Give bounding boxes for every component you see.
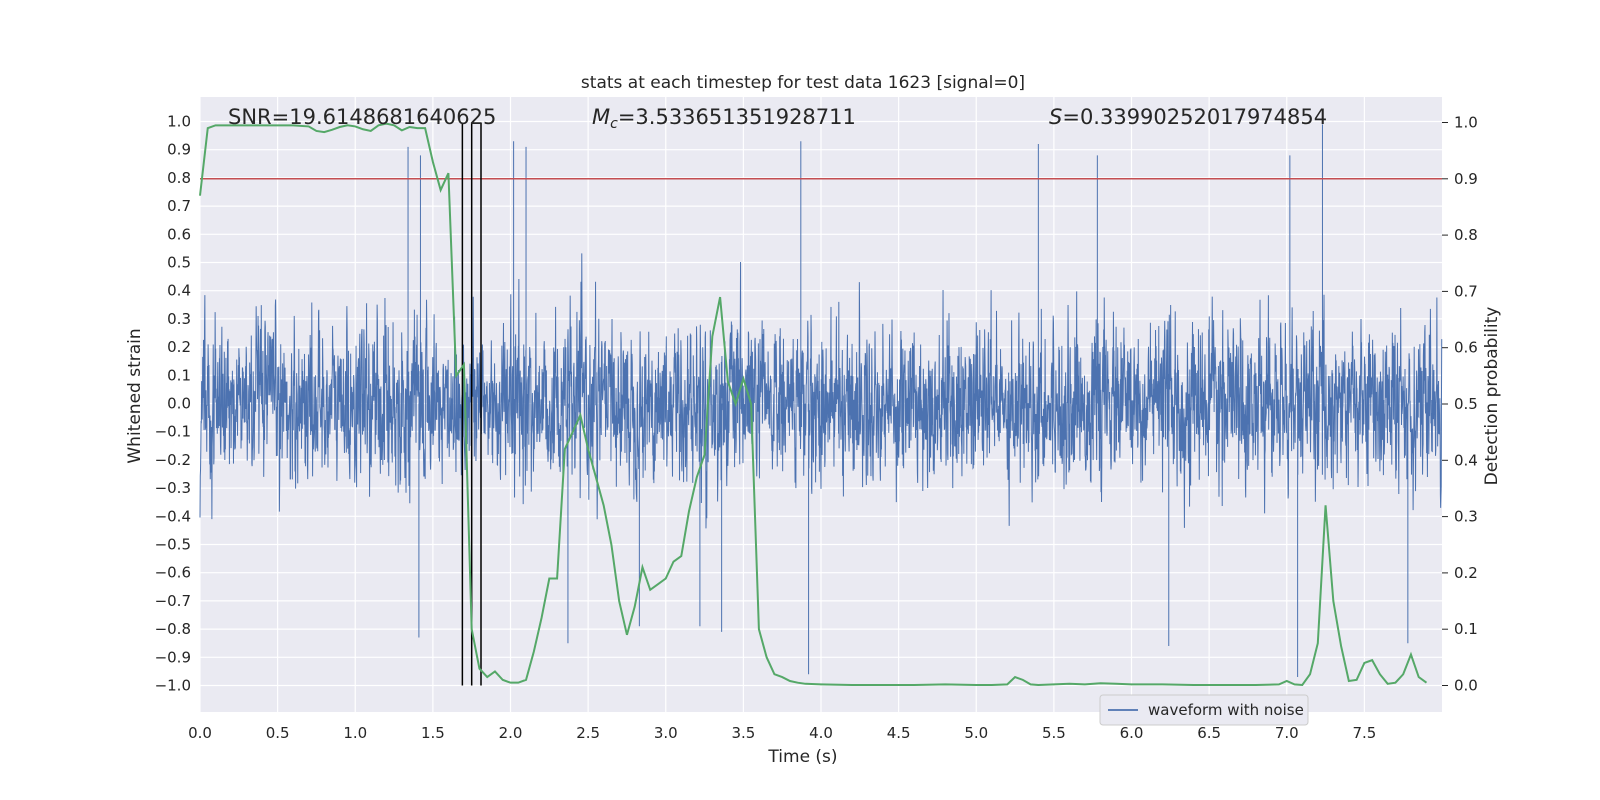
y-tick-label: 0.7 [167,197,191,215]
y2-tick-label: 0.4 [1454,451,1478,469]
detection-probability-line [199,122,1428,686]
x-tick-label: 2.5 [576,724,600,742]
x-tick-label: 4.0 [809,724,833,742]
waveform-trace [199,124,1443,678]
legend-entry: waveform with noise [1148,701,1304,719]
y2-tick-label: 0.8 [1454,226,1478,244]
legend: waveform with noise [1099,694,1309,726]
y-tick-label: 0.0 [167,395,191,413]
y-tick-label: 0.1 [167,366,191,384]
y-tick-label: 0.2 [167,338,191,356]
x-tick-label: 1.0 [343,724,367,742]
y-axis-ticks: 1.0 0.9 0.8 0.7 0.6 0.5 0.4 0.3 0.2 0.1 0.0 −0.1 −0.… [155,113,191,695]
x-tick-label: 6.5 [1197,724,1221,742]
x-tick-label: 5.5 [1042,724,1066,742]
event-markers [461,122,482,686]
y2-axis-label: Detection probability [1482,307,1502,486]
x-tick-label: 1.5 [421,724,445,742]
spin-annotation: S=0.33990252017974854 [1049,105,1327,129]
x-tick-label: 6.0 [1120,724,1144,742]
waveform-series [199,124,1443,678]
y2-tick-label: 0.6 [1454,339,1478,357]
y2-axis-ticks: 1.0 0.9 0.8 0.7 0.6 0.5 0.4 0.3 0.2 0.1 0.0 [1442,114,1478,695]
mc-value: =3.533651351928711 [618,105,856,129]
y-tick-label: −0.1 [155,423,191,441]
y-tick-label: 0.5 [167,254,191,272]
x-tick-label: 3.5 [731,724,755,742]
y-tick-label: −0.6 [155,564,191,582]
x-tick-label: 0.5 [266,724,290,742]
y2-tick-label: 1.0 [1454,114,1478,132]
y-tick-label: 0.3 [167,310,191,328]
x-tick-label: 7.0 [1275,724,1299,742]
x-tick-label: 4.5 [887,724,911,742]
y2-tick-label: 0.7 [1454,282,1478,300]
y-axis-label: Whitened strain [125,328,145,463]
x-tick-label: 3.0 [654,724,678,742]
chart-title: stats at each timestep for test data 162… [581,73,1025,93]
y-tick-label: 0.4 [167,282,191,300]
y-tick-label: −0.8 [155,620,191,638]
s-value: =0.33990252017974854 [1062,105,1327,129]
y-tick-label: −0.9 [155,648,191,666]
y-tick-label: −0.7 [155,592,191,610]
y-tick-label: −0.4 [155,507,191,525]
y-tick-label: −1.0 [155,677,191,695]
y-tick-label: −0.3 [155,479,191,497]
y2-tick-label: 0.0 [1454,677,1478,695]
y2-tick-label: 0.9 [1454,170,1478,188]
x-tick-label: 5.0 [964,724,988,742]
x-tick-label: 2.0 [499,724,523,742]
mc-subscript: c [610,116,618,132]
y-tick-label: 1.0 [167,113,191,131]
y-tick-label: −0.5 [155,536,191,554]
y-tick-label: 0.8 [167,169,191,187]
y-tick-label: 0.6 [167,225,191,243]
y2-tick-label: 0.5 [1454,395,1478,413]
s-symbol: S [1049,105,1062,129]
y2-tick-label: 0.3 [1454,508,1478,526]
x-axis-label: Time (s) [767,747,837,767]
x-tick-label: 0.0 [188,724,212,742]
mc-symbol: M [592,105,610,129]
y-tick-label: 0.9 [167,141,191,159]
x-tick-label: 7.5 [1352,724,1376,742]
y2-tick-label: 0.1 [1454,620,1478,638]
y-tick-label: −0.2 [155,451,191,469]
y2-tick-label: 0.2 [1454,564,1478,582]
legend-box [1099,694,1309,726]
snr-annotation: SNR=19.6148681640625 [228,105,496,129]
chirp-mass-annotation: Mc=3.533651351928711 [592,105,856,132]
x-axis-ticks: 0.0 0.5 1.0 1.5 2.0 2.5 3.0 3.5 4.0 4.5 5.0 5.5 6.0 6… [188,724,1376,742]
